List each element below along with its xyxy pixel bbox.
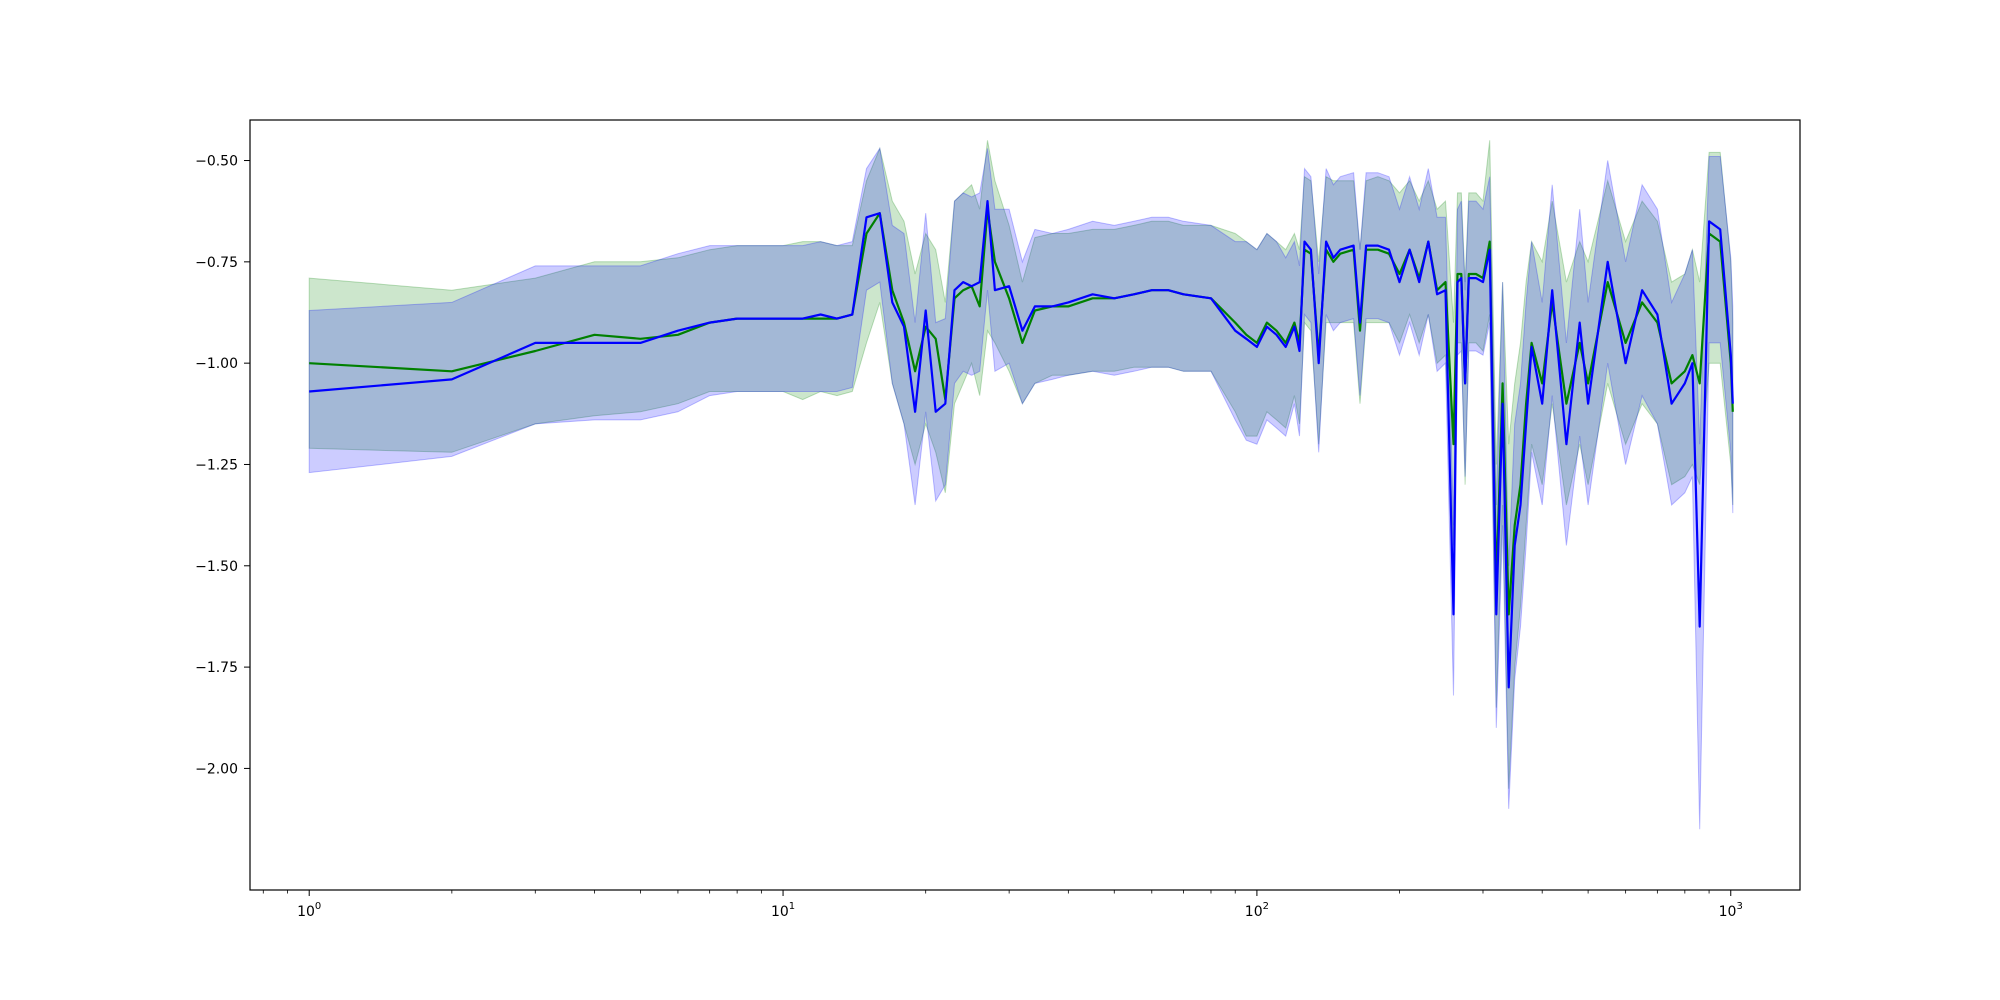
x-axis: 100 101 102 103 bbox=[262, 890, 1743, 920]
series-2-band bbox=[308, 147, 1734, 830]
y-tick-label: −1.50 bbox=[195, 559, 238, 575]
series-2-line bbox=[309, 200, 1734, 689]
y-tick-label: −0.75 bbox=[195, 255, 238, 271]
y-tick-label: −2.00 bbox=[195, 761, 238, 777]
x-tick-label: 102 bbox=[1245, 901, 1269, 920]
series-1-band bbox=[308, 140, 1734, 789]
x-tick-label: 103 bbox=[1719, 901, 1743, 920]
y-tick-label: −1.00 bbox=[195, 356, 238, 372]
x-tick-label: 100 bbox=[297, 901, 321, 920]
y-tick-label: −0.50 bbox=[195, 154, 238, 170]
x-tick-label: 101 bbox=[771, 901, 795, 920]
series-lines bbox=[309, 200, 1734, 689]
plot-frame bbox=[249, 119, 1801, 891]
y-tick-label: −1.75 bbox=[195, 660, 238, 676]
confidence-bands bbox=[308, 140, 1734, 830]
y-tick-label: −1.25 bbox=[195, 457, 238, 473]
y-axis: −0.50 −0.75 −1.00 −1.25 −1.50 −1.75 −2.00 bbox=[195, 154, 250, 777]
